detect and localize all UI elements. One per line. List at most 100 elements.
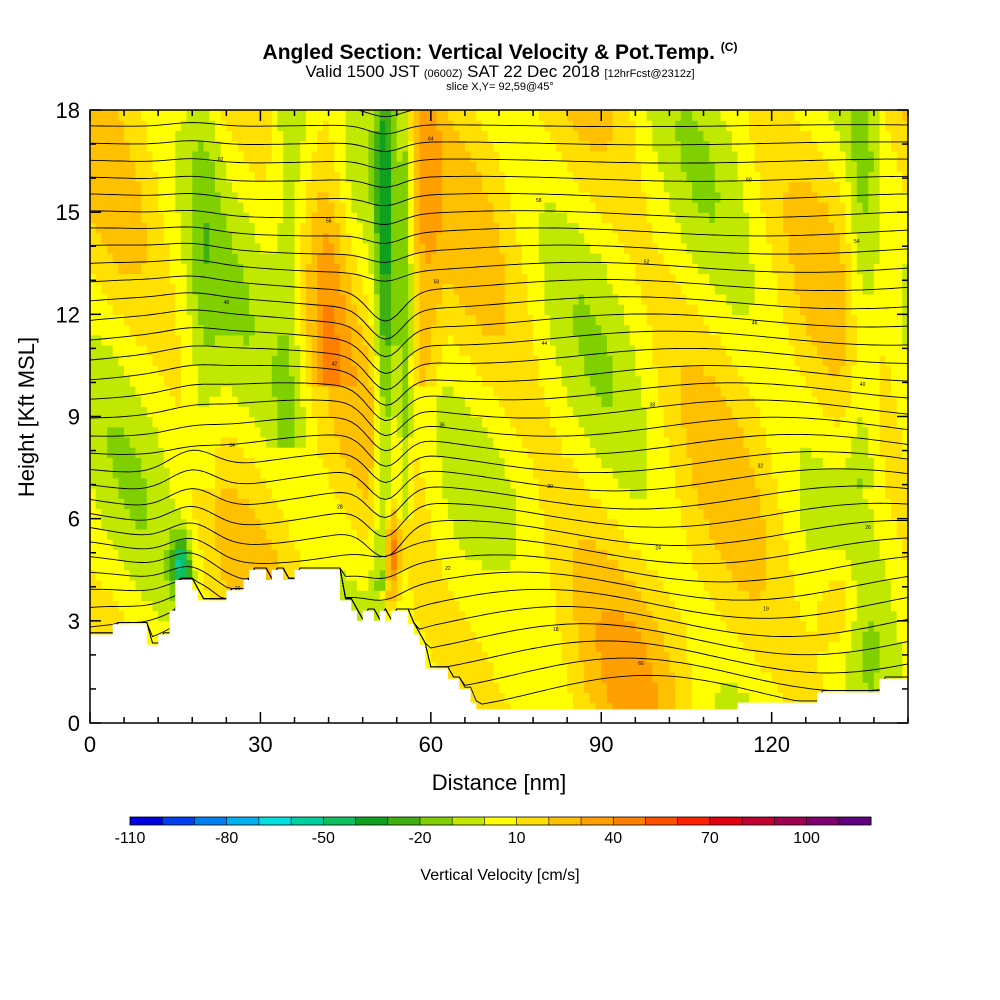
velocity-cell xyxy=(464,406,472,418)
velocity-cell xyxy=(249,518,256,530)
velocity-cell xyxy=(232,150,239,162)
velocity-cell xyxy=(430,579,438,591)
velocity-cell xyxy=(402,314,409,326)
velocity-cell xyxy=(232,416,239,428)
velocity-cell xyxy=(442,488,449,499)
velocity-cell xyxy=(527,314,534,326)
velocity-cell xyxy=(487,344,494,356)
velocity-cell xyxy=(470,477,477,489)
velocity-cell xyxy=(135,120,142,132)
velocity-cell xyxy=(379,273,386,285)
velocity-cell xyxy=(232,273,239,285)
velocity-cell xyxy=(95,396,102,407)
velocity-cell xyxy=(555,283,563,295)
velocity-cell xyxy=(118,263,125,275)
velocity-cell xyxy=(544,355,551,367)
velocity-cell xyxy=(368,416,375,428)
velocity-cell xyxy=(300,140,307,152)
velocity-cell xyxy=(243,150,250,162)
velocity-cell xyxy=(243,130,250,142)
velocity-cell xyxy=(141,130,148,142)
velocity-cell xyxy=(118,600,125,612)
velocity-cell xyxy=(447,355,455,367)
velocity-cell xyxy=(146,549,154,561)
velocity-cell xyxy=(214,344,222,356)
velocity-cell xyxy=(192,140,199,152)
velocity-cell xyxy=(317,181,324,193)
velocity-cell xyxy=(447,549,455,561)
velocity-cell xyxy=(493,355,500,367)
velocity-cell xyxy=(152,631,159,642)
velocity-cell xyxy=(317,201,324,213)
velocity-cell xyxy=(141,283,148,295)
velocity-cell xyxy=(232,324,239,336)
velocity-cell xyxy=(334,314,341,326)
velocity-cell xyxy=(90,324,97,336)
velocity-cell xyxy=(544,406,551,418)
velocity-cell xyxy=(158,467,165,479)
velocity-cell xyxy=(533,365,540,377)
velocity-cell xyxy=(408,334,415,346)
velocity-cell xyxy=(249,273,256,285)
velocity-cell xyxy=(232,457,239,469)
velocity-cell xyxy=(118,590,125,601)
velocity-cell xyxy=(214,263,222,275)
velocity-cell xyxy=(470,631,477,642)
velocity-cell xyxy=(396,304,404,315)
velocity-cell xyxy=(209,191,216,203)
velocity-cell xyxy=(283,273,290,285)
velocity-cell xyxy=(396,549,404,561)
velocity-cell xyxy=(95,334,102,346)
velocity-cell xyxy=(141,263,148,275)
velocity-cell xyxy=(214,385,222,397)
velocity-cell xyxy=(95,600,102,612)
velocity-cell xyxy=(521,539,528,550)
velocity-cell xyxy=(538,140,546,152)
velocity-cell xyxy=(476,344,483,356)
velocity-cell xyxy=(197,528,205,540)
velocity-cell xyxy=(288,222,296,234)
velocity-cell xyxy=(169,191,176,203)
velocity-cell xyxy=(305,385,313,397)
velocity-cell xyxy=(368,569,375,581)
velocity-cell xyxy=(408,518,415,530)
velocity-cell xyxy=(550,702,557,714)
velocity-cell xyxy=(459,263,466,275)
velocity-cell xyxy=(356,579,364,591)
velocity-cell xyxy=(430,416,438,428)
velocity-cell xyxy=(209,436,216,448)
velocity-cell xyxy=(550,191,557,203)
velocity-cell xyxy=(107,191,114,203)
velocity-cell xyxy=(516,457,523,469)
velocity-cell xyxy=(300,253,307,264)
velocity-cell xyxy=(271,324,279,336)
velocity-cell xyxy=(402,253,409,264)
velocity-cell xyxy=(555,569,563,581)
velocity-cell xyxy=(442,365,449,377)
velocity-cell xyxy=(374,539,381,550)
velocity-cell xyxy=(487,447,494,458)
velocity-cell xyxy=(396,488,404,499)
velocity-cell xyxy=(271,539,279,550)
velocity-cell xyxy=(271,334,279,346)
velocity-cell xyxy=(169,569,176,581)
velocity-cell xyxy=(481,610,489,622)
velocity-cell xyxy=(527,579,534,591)
velocity-cell xyxy=(328,426,335,438)
velocity-cell xyxy=(107,232,114,244)
velocity-cell xyxy=(197,293,205,305)
velocity-cell xyxy=(544,324,551,336)
velocity-cell xyxy=(152,416,159,428)
velocity-cell xyxy=(107,171,114,183)
velocity-cell xyxy=(533,600,540,612)
velocity-cell xyxy=(544,140,551,152)
velocity-cell xyxy=(493,661,500,673)
velocity-cell xyxy=(459,620,466,632)
velocity-cell xyxy=(254,293,262,305)
velocity-cell xyxy=(459,253,466,264)
velocity-cell xyxy=(300,559,307,571)
velocity-cell xyxy=(237,161,244,172)
velocity-cell xyxy=(283,140,290,152)
velocity-cell xyxy=(447,528,455,540)
velocity-cell xyxy=(419,171,426,183)
